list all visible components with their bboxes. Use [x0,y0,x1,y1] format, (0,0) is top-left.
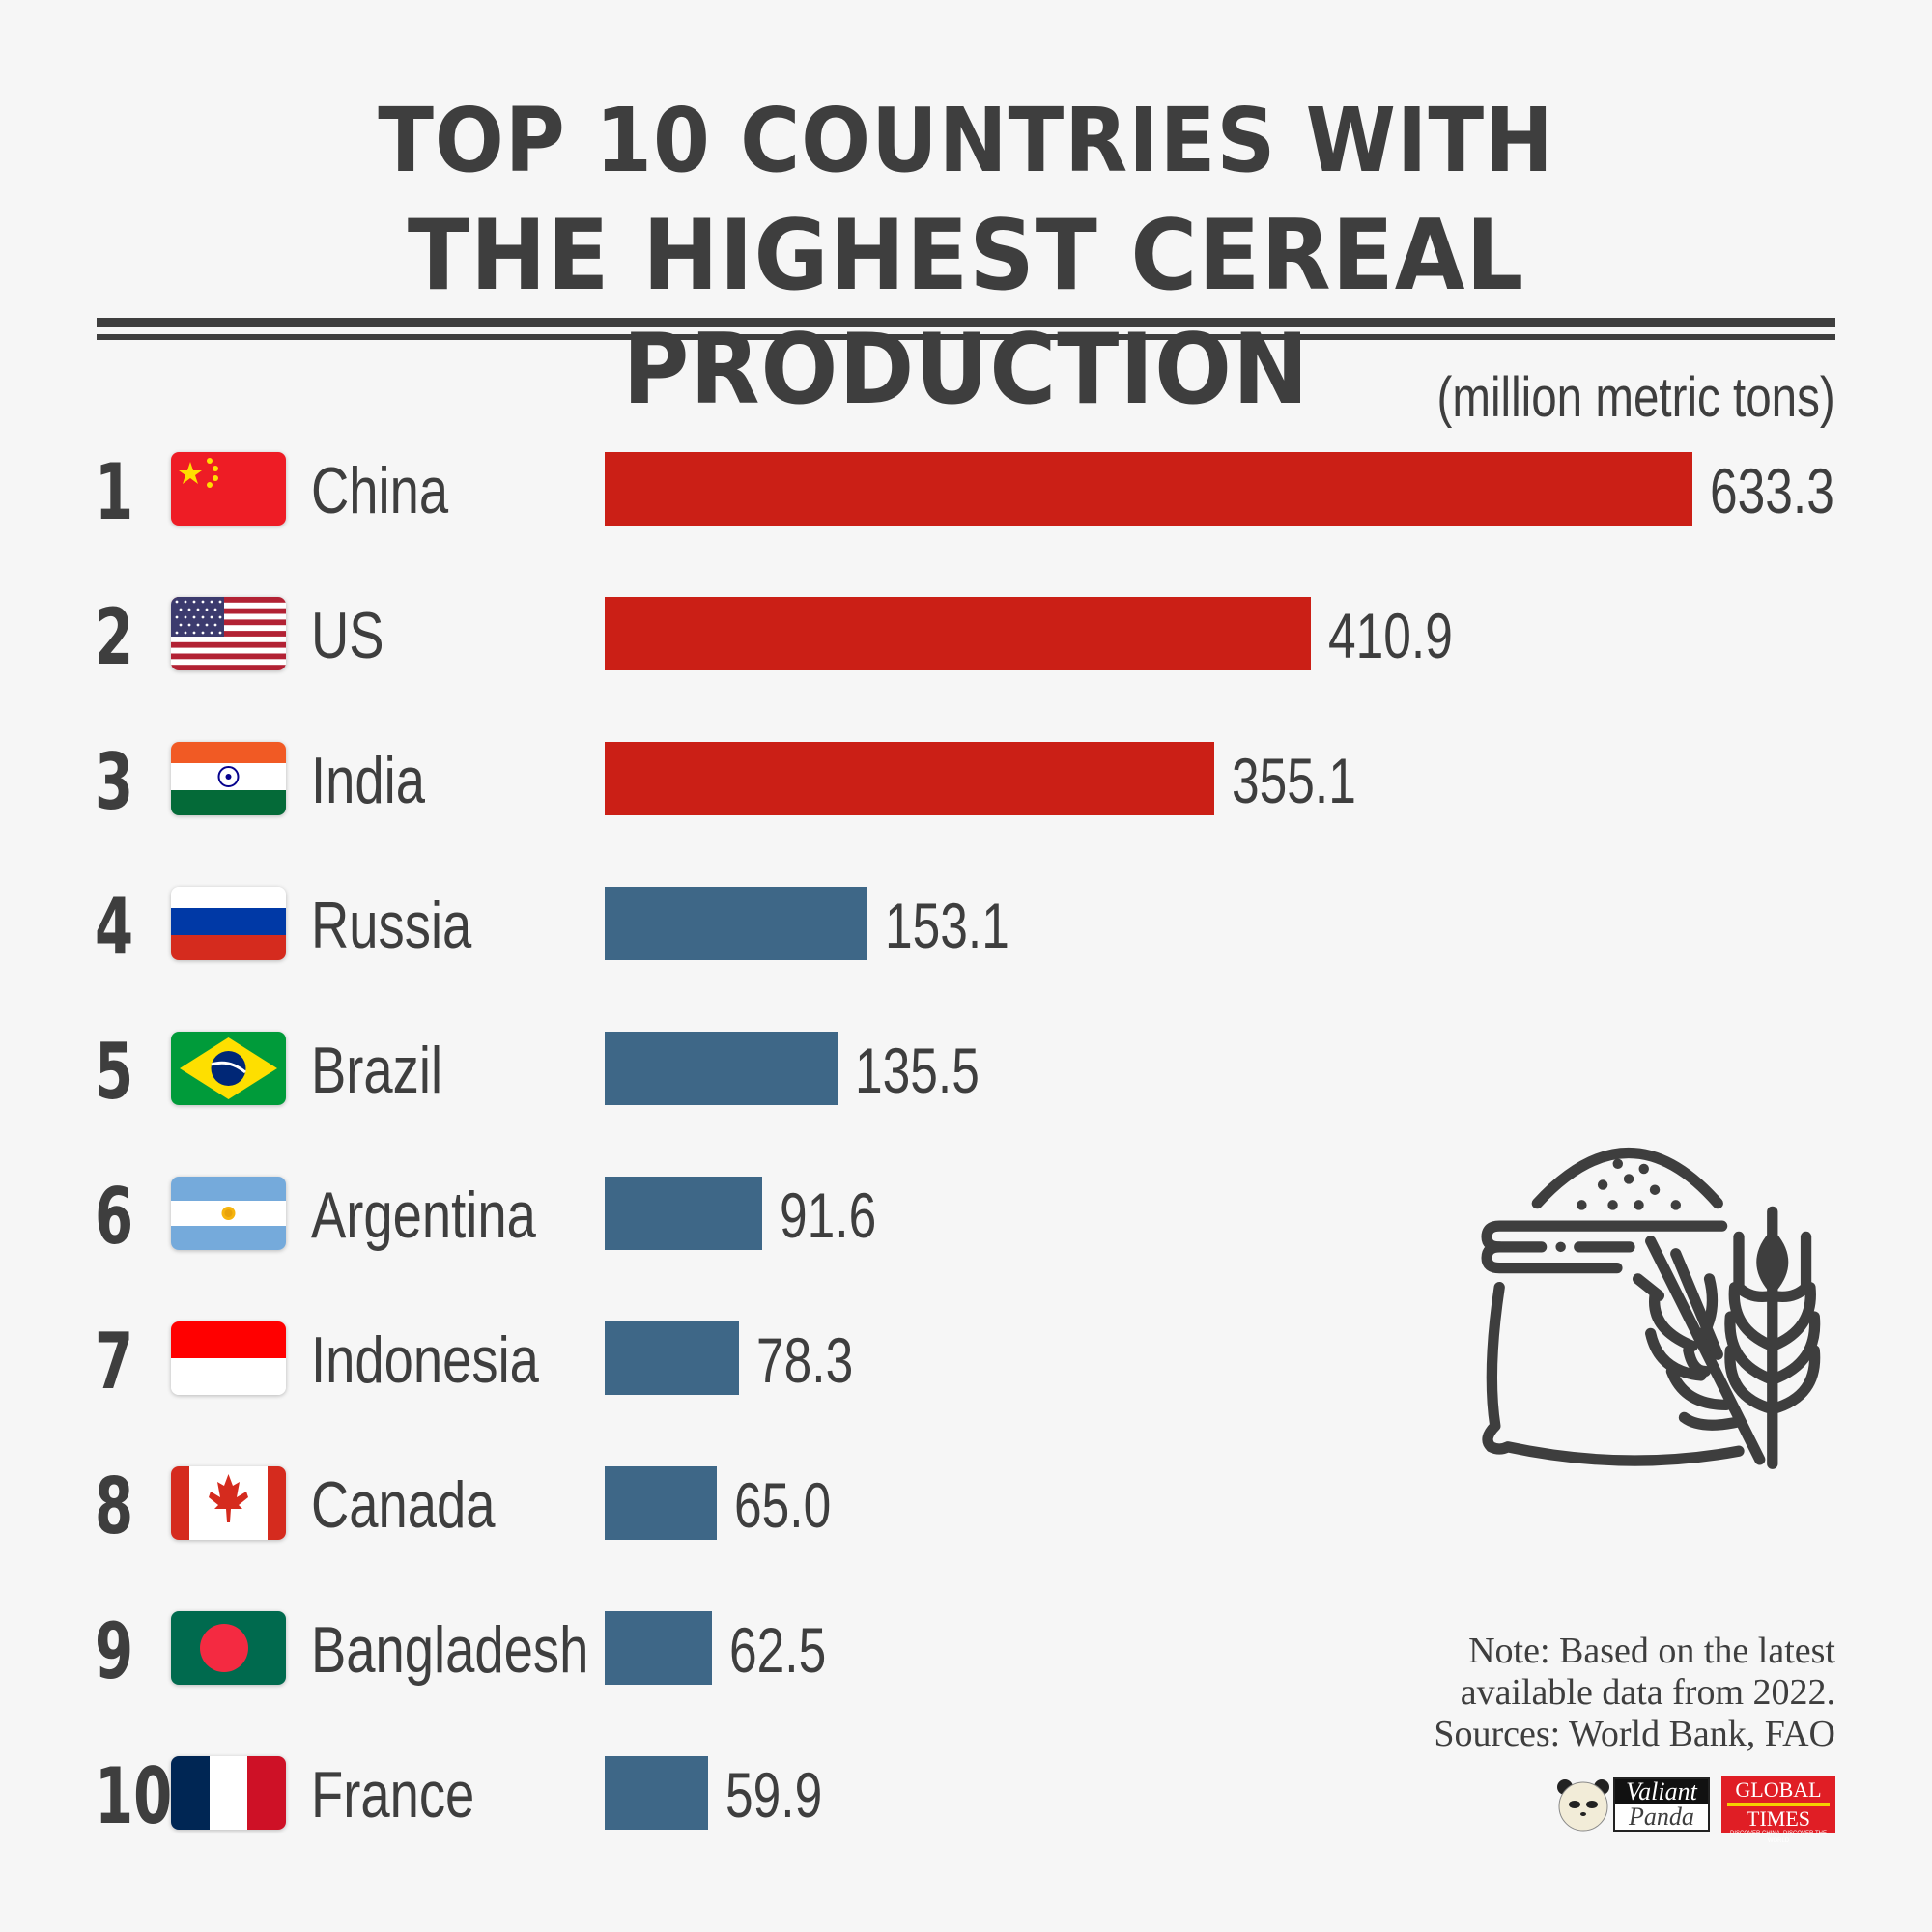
gt-tagline: DISCOVER CHINA, DISCOVER THE WORLD [1730,1831,1827,1844]
rank-number: 6 [95,1172,134,1262]
rank-number: 10 [95,1751,173,1841]
country-name: Canada [311,1468,496,1542]
rank-number: 5 [95,1027,134,1117]
brazil-flag-icon [171,1032,286,1105]
country-name: Bangladesh [311,1613,589,1687]
data-bar [605,1611,712,1685]
grain-sack-wheat-icon [1449,1111,1835,1497]
chart-row: 4 Russia 153.1 [0,882,1932,972]
country-name: China [311,454,449,527]
title-line-1: TOP 10 COUNTRIES WITH [378,89,1554,192]
title-line-2: THE HIGHEST CEREAL PRODUCTION [407,198,1525,426]
note-line-1: Note: Based on the latest [1468,1631,1835,1671]
data-bar [605,1466,717,1540]
data-bar [605,1032,838,1105]
valiant-panda-logo: Valiant Panda [1553,1776,1710,1833]
value-label: 355.1 [1232,745,1356,816]
source-note: Note: Based on the latest available data… [1434,1631,1835,1755]
global-times-logo: GLOBAL TIMES DISCOVER CHINA, DISCOVER TH… [1721,1776,1835,1844]
france-flag-icon [171,1756,286,1830]
chart-row: 5 Brazil 135.5 [0,1027,1932,1117]
data-bar [605,452,1692,526]
note-line-2: available data from 2022. [1460,1672,1835,1713]
india-flag-icon [171,742,286,815]
data-bar [605,1756,708,1830]
chart-row: 7 Indonesia 78.3 [0,1317,1932,1406]
canada-flag-icon [171,1466,286,1540]
value-label: 135.5 [855,1035,980,1106]
valiant-text: Valiant [1615,1779,1708,1804]
rank-number: 4 [95,882,134,972]
chart-row: 6 Argentina 91.6 [0,1172,1932,1262]
value-label: 62.5 [729,1614,827,1686]
chart-row: 2 US 410.9 [0,592,1932,682]
rank-number: 8 [95,1462,134,1551]
rank-number: 9 [95,1606,134,1696]
country-name: Russia [311,889,472,962]
value-label: 410.9 [1328,600,1453,671]
data-bar [605,742,1214,815]
china-flag-icon [171,452,286,526]
country-name: Indonesia [311,1323,539,1397]
data-bar [605,1177,762,1250]
country-name: US [311,599,384,672]
rank-number: 1 [95,447,134,537]
country-name: France [311,1758,475,1832]
rank-number: 3 [95,737,134,827]
chart-row: 10 France 59.9 [0,1751,1932,1841]
rank-number: 2 [95,592,134,682]
russia-flag-icon [171,887,286,960]
chart-row: 3 India 355.1 [0,737,1932,827]
country-name: Argentina [311,1179,536,1252]
data-bar [605,887,867,960]
value-label: 91.6 [780,1179,877,1251]
title-divider-thin [97,334,1835,340]
chart-row: 1 China 633.3 [0,447,1932,537]
bangladesh-flag-icon [171,1611,286,1685]
us-flag-icon [171,597,286,670]
panda-text: Panda [1629,1803,1694,1831]
value-label: 59.9 [725,1759,823,1831]
note-line-3: Sources: World Bank, FAO [1434,1714,1835,1754]
data-bar [605,1321,739,1395]
value-label: 65.0 [734,1469,832,1541]
chart-row: 8 Canada 65.0 [0,1462,1932,1551]
value-label: 153.1 [885,890,1009,961]
indonesia-flag-icon [171,1321,286,1395]
value-label: 633.3 [1710,455,1834,526]
value-label: 78.3 [756,1324,854,1396]
data-bar [605,597,1311,670]
title-divider-thick [97,318,1835,327]
gt-global-text: GLOBAL [1735,1777,1822,1802]
gt-times-text: TIMES [1747,1806,1810,1831]
rank-number: 7 [95,1317,134,1406]
country-name: India [311,744,425,817]
country-name: Brazil [311,1034,443,1107]
chart-row: 9 Bangladesh 62.5 [0,1606,1932,1696]
unit-label: (million metric tons) [1436,366,1835,429]
argentina-flag-icon [171,1177,286,1250]
logos: Valiant Panda GLOBAL TIMES DISCOVER CHIN… [1553,1776,1835,1844]
panda-mascot-icon [1557,1779,1609,1832]
